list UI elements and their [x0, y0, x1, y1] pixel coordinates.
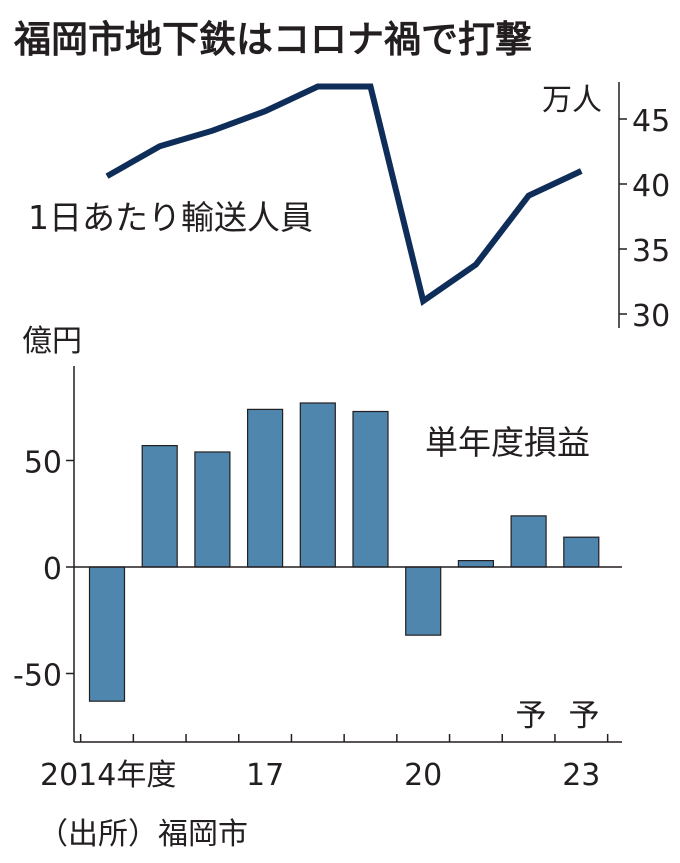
profit-bar-2022 — [510, 515, 547, 568]
profit-y-tick-label: 50 — [24, 446, 62, 481]
profit-series-label: 単年度損益 — [425, 423, 590, 462]
profit-y-tick-label: 0 — [43, 552, 62, 587]
profit-bar-2018 — [299, 402, 336, 568]
profit-bar-2014 — [88, 566, 126, 702]
ridership-series-line — [105, 83, 583, 306]
ridership-y-tick-label: 40 — [632, 169, 670, 204]
x-tick-label: 20 — [404, 758, 442, 793]
x-tick-label: 2014年度 — [40, 758, 176, 793]
ridership-unit-label: 万人 — [542, 83, 602, 118]
profit-bar-chart: 億円 50 0 -50 2014年度 17 20 23 単年度損益 予 予 — [13, 324, 622, 793]
profit-bar-2023 — [563, 536, 600, 568]
profit-bar-2015 — [141, 444, 178, 568]
ridership-y-tick-label: 45 — [632, 104, 670, 139]
ridership-series-label: 1日あたり輸送人員 — [28, 198, 313, 237]
forecast-mark-2023: 予 — [569, 698, 600, 734]
profit-unit-label: 億円 — [22, 324, 82, 359]
profit-bar-2016 — [194, 451, 231, 568]
profit-bar-2019 — [352, 410, 389, 568]
ridership-line-chart: 万人 30 35 40 45 1日あたり輸送人員 — [28, 82, 670, 334]
source-note: （出所）福岡市 — [38, 817, 248, 852]
x-tick-label: 23 — [562, 758, 600, 793]
profit-bar-2020 — [405, 566, 442, 636]
ridership-y-tick-label: 35 — [632, 234, 670, 269]
chart-title: 福岡市地下鉄はコロナ禍で打撃 — [13, 18, 532, 61]
x-tick-label: 17 — [246, 758, 284, 793]
forecast-mark-2022: 予 — [516, 698, 547, 734]
profit-y-tick-label: -50 — [13, 659, 62, 694]
ridership-y-tick-label: 30 — [632, 299, 670, 334]
profit-bar-2021 — [457, 560, 494, 568]
profit-bar-2017 — [247, 408, 284, 568]
